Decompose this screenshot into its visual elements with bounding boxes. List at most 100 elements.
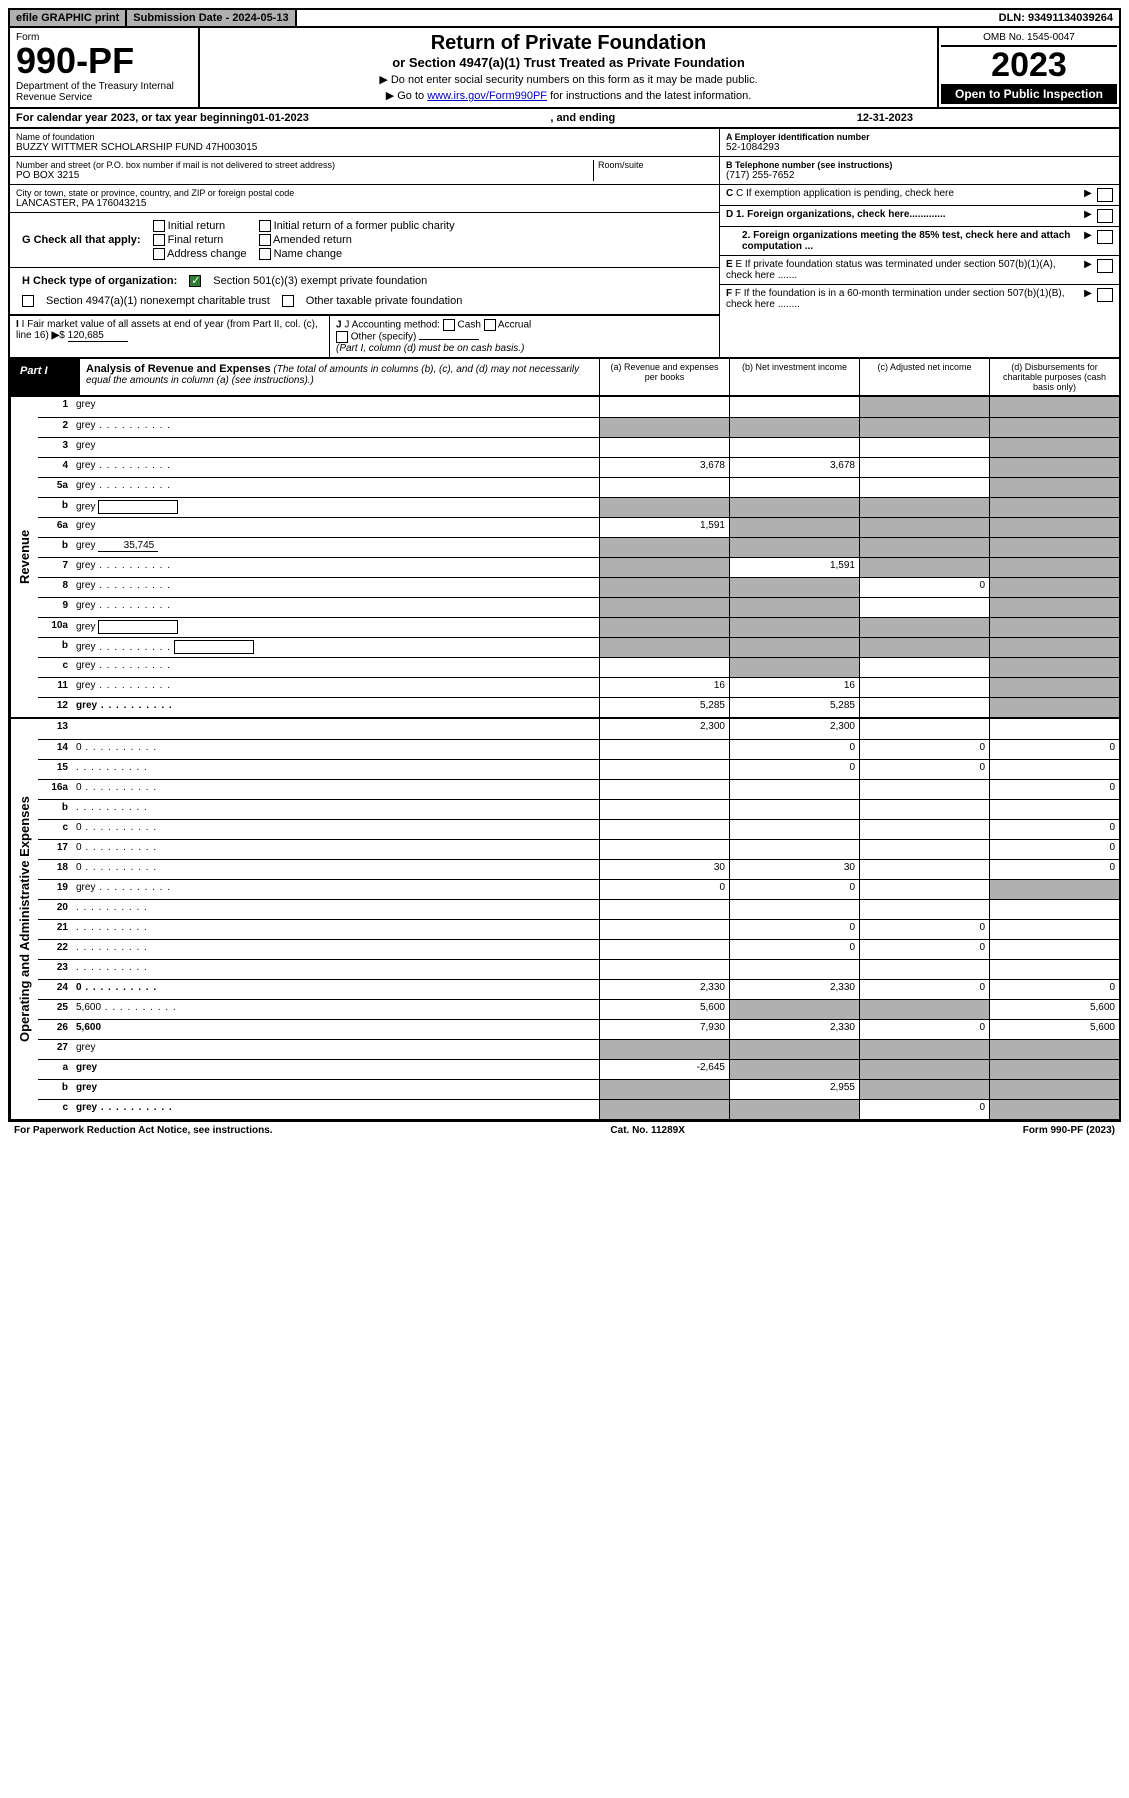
table-cell (599, 780, 729, 799)
table-cell (989, 638, 1119, 657)
checkbox-amended[interactable] (259, 234, 271, 246)
line-number: 7 (38, 558, 72, 577)
year-end: 12-31-2023 (857, 112, 913, 124)
line-description: 5,600 (72, 1020, 599, 1039)
table-cell (859, 598, 989, 617)
line-description: grey (72, 1040, 599, 1059)
top-bar: efile GRAPHIC print Submission Date - 20… (8, 8, 1121, 28)
table-cell (859, 900, 989, 919)
checkbox-4947a1[interactable] (22, 295, 34, 307)
table-row: 132,3002,300 (38, 719, 1119, 739)
table-cell: 0 (859, 1020, 989, 1039)
line-description: grey (72, 418, 599, 437)
checkbox-cash[interactable] (443, 319, 455, 331)
part-label: Part I (10, 359, 80, 395)
table-cell: 7,930 (599, 1020, 729, 1039)
checkbox-other-taxable[interactable] (282, 295, 294, 307)
part-title: Analysis of Revenue and Expenses (86, 363, 271, 375)
line-description: grey (72, 1080, 599, 1099)
checkbox-d2[interactable] (1097, 230, 1113, 244)
table-cell (729, 518, 859, 537)
checkbox-e[interactable] (1097, 259, 1113, 273)
table-cell: 5,600 (599, 1000, 729, 1019)
table-cell (989, 1080, 1119, 1099)
table-cell: 5,600 (989, 1020, 1119, 1039)
line-number: 2 (38, 418, 72, 437)
line-description: grey (72, 558, 599, 577)
checkbox-c[interactable] (1097, 188, 1113, 202)
line-number: 4 (38, 458, 72, 477)
table-row: 140000 (38, 739, 1119, 759)
line-description: grey (72, 498, 599, 517)
table-cell (729, 397, 859, 417)
checkbox-501c3[interactable] (189, 275, 201, 287)
inline-input[interactable] (98, 620, 178, 634)
line-description: grey (72, 598, 599, 617)
table-cell: 0 (729, 740, 859, 759)
form-ref: Form 990-PF (2023) (1023, 1125, 1115, 1136)
table-row: bgrey2,955 (38, 1079, 1119, 1099)
table-cell (599, 418, 729, 437)
table-cell: 0 (989, 860, 1119, 879)
table-cell: 3,678 (599, 458, 729, 477)
checkbox-initial-former[interactable] (259, 220, 271, 232)
table-cell: 0 (859, 1100, 989, 1119)
table-cell (859, 1060, 989, 1079)
table-row: 4grey3,6783,678 (38, 457, 1119, 477)
instructions-link[interactable]: www.irs.gov/Form990PF (427, 90, 547, 102)
section-e: E If private foundation status was termi… (726, 259, 1056, 281)
table-cell (729, 638, 859, 657)
section-f: F If the foundation is in a 60-month ter… (726, 288, 1065, 310)
checkbox-final-return[interactable] (153, 234, 165, 246)
checkbox-d1[interactable] (1097, 209, 1113, 223)
table-cell (729, 820, 859, 839)
revenue-label: Revenue (10, 397, 38, 717)
table-cell (989, 1060, 1119, 1079)
table-cell (729, 960, 859, 979)
line-description: grey (72, 658, 599, 677)
table-cell (729, 478, 859, 497)
inline-input[interactable] (174, 640, 254, 654)
table-cell: 0 (989, 820, 1119, 839)
note-link: ▶ Go to www.irs.gov/Form990PF for instru… (210, 89, 927, 102)
table-cell: 2,330 (599, 980, 729, 999)
table-row: 2200 (38, 939, 1119, 959)
table-cell (989, 920, 1119, 939)
table-cell (729, 1000, 859, 1019)
table-cell (989, 719, 1119, 739)
checkbox-f[interactable] (1097, 288, 1113, 302)
checkbox-other-method[interactable] (336, 331, 348, 343)
table-row: 2402,3302,33000 (38, 979, 1119, 999)
efile-print-button[interactable]: efile GRAPHIC print (10, 10, 127, 26)
table-cell (859, 558, 989, 577)
table-cell (859, 518, 989, 537)
table-row: 27grey (38, 1039, 1119, 1059)
ein: 52-1084293 (726, 142, 1113, 153)
table-cell (729, 418, 859, 437)
table-cell (989, 538, 1119, 557)
table-cell (989, 438, 1119, 457)
line-number: 5a (38, 478, 72, 497)
line-description: grey (72, 578, 599, 597)
year-begin: 01-01-2023 (253, 112, 309, 124)
checkbox-name-change[interactable] (259, 248, 271, 260)
section-c: C If exemption application is pending, c… (736, 188, 954, 199)
table-cell (989, 900, 1119, 919)
opex-section: Operating and Administrative Expenses 13… (8, 719, 1121, 1121)
table-row: 5agrey (38, 477, 1119, 497)
line-description (72, 719, 599, 739)
checkbox-address-change[interactable] (153, 248, 165, 260)
checkbox-initial-return[interactable] (153, 220, 165, 232)
line-number: 11 (38, 678, 72, 697)
table-cell (859, 1080, 989, 1099)
line-description: grey (72, 880, 599, 899)
table-row: 18030300 (38, 859, 1119, 879)
table-row: 8grey0 (38, 577, 1119, 597)
room-label: Room/suite (598, 160, 713, 170)
inline-input[interactable] (98, 500, 178, 514)
line-description: grey (72, 1100, 599, 1119)
checkbox-accrual[interactable] (484, 319, 496, 331)
table-cell: 0 (859, 920, 989, 939)
line-description: grey (72, 678, 599, 697)
line-number: a (38, 1060, 72, 1079)
